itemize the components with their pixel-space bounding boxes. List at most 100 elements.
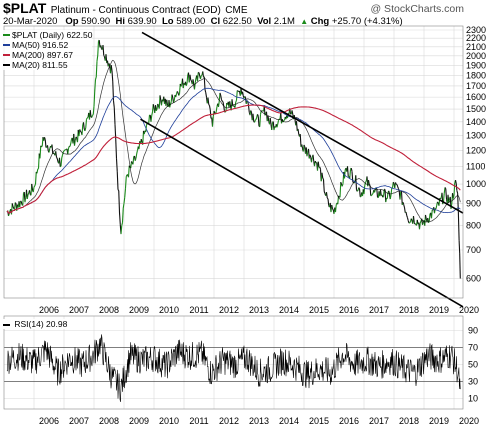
price-bar bbox=[207, 97, 210, 105]
price-bar bbox=[371, 193, 374, 195]
price-bar bbox=[92, 106, 95, 115]
rsi-legend-label: RSI(14) 20.98 bbox=[14, 319, 68, 329]
hi-value: 639.90 bbox=[127, 16, 157, 27]
price-bar bbox=[365, 180, 367, 183]
price-bar bbox=[299, 134, 302, 147]
price-bar bbox=[213, 110, 216, 114]
price-bar bbox=[44, 139, 47, 148]
rsi-x-tick-label: 2013 bbox=[249, 416, 269, 426]
rsi-panel-frame bbox=[3, 315, 464, 410]
rsi-tick-label: 70 bbox=[468, 343, 478, 353]
price-x-tick-label: 2018 bbox=[399, 305, 419, 315]
rsi-x-tick-label: 2006 bbox=[39, 416, 59, 426]
rsi-legend: RSI(14) 20.98 bbox=[3, 319, 68, 329]
price-bar bbox=[105, 54, 108, 64]
price-bar bbox=[118, 212, 121, 225]
rsi-x-tick-label: 2007 bbox=[69, 416, 89, 426]
legend-ma50-swatch bbox=[3, 44, 10, 46]
price-bar bbox=[152, 104, 155, 108]
price-bar bbox=[314, 160, 317, 164]
ma20-line bbox=[6, 59, 461, 223]
rsi-x-tick-label: 2019 bbox=[429, 416, 449, 426]
price-bar bbox=[81, 124, 84, 136]
price-bar bbox=[409, 221, 411, 224]
price-bar bbox=[148, 115, 151, 123]
rsi-x-tick-label: 2010 bbox=[159, 416, 179, 426]
price-bar bbox=[115, 139, 118, 159]
price-bar bbox=[32, 187, 35, 193]
price-bar bbox=[325, 192, 328, 199]
price-bar bbox=[247, 105, 250, 113]
price-bar bbox=[253, 120, 256, 123]
price-bar bbox=[222, 101, 225, 107]
price-bar bbox=[51, 144, 54, 154]
price-bar bbox=[301, 144, 304, 149]
price-tick-label: 1200 bbox=[466, 145, 486, 155]
price-bar bbox=[67, 148, 70, 155]
price-bar bbox=[169, 101, 172, 105]
price-bar bbox=[291, 110, 294, 115]
price-bar bbox=[69, 143, 72, 147]
price-bar bbox=[132, 156, 135, 165]
price-bar bbox=[113, 107, 116, 125]
price-bar bbox=[151, 111, 154, 116]
price-bar bbox=[194, 77, 197, 83]
price-tick-label: 1900 bbox=[466, 60, 486, 70]
price-bar bbox=[204, 89, 207, 93]
price-bar bbox=[14, 202, 17, 204]
price-bar bbox=[223, 106, 226, 112]
price-bar bbox=[343, 169, 346, 179]
price-bar bbox=[208, 105, 211, 110]
price-bar bbox=[369, 185, 372, 196]
price-tick-label: 2200 bbox=[466, 33, 486, 43]
price-bar bbox=[171, 94, 174, 98]
price-tick-label: 900 bbox=[466, 199, 481, 209]
price-bar bbox=[92, 114, 94, 116]
price-bar bbox=[257, 116, 260, 127]
price-bar bbox=[198, 72, 201, 77]
price-bar bbox=[33, 185, 36, 188]
rsi-line bbox=[6, 334, 461, 402]
price-bar bbox=[254, 119, 257, 121]
price-bar bbox=[172, 100, 175, 103]
price-bar bbox=[37, 168, 39, 170]
price-bar bbox=[70, 139, 73, 144]
price-bar bbox=[277, 120, 280, 125]
price-bar bbox=[234, 101, 237, 108]
rsi-legend-swatch bbox=[3, 323, 10, 326]
price-bar bbox=[41, 145, 43, 148]
price-bar bbox=[418, 223, 421, 230]
price-bar bbox=[452, 195, 455, 199]
price-x-tick-label: 2013 bbox=[249, 305, 269, 315]
price-bar bbox=[75, 136, 78, 139]
upper-trendline bbox=[141, 31, 464, 214]
price-bar bbox=[115, 158, 118, 172]
price-bar bbox=[295, 121, 298, 131]
price-panel-frame bbox=[3, 25, 464, 299]
price-bar bbox=[232, 105, 234, 107]
price-bar bbox=[229, 101, 232, 107]
price-bar bbox=[116, 171, 119, 190]
date: 20-Mar-2020 bbox=[3, 16, 58, 27]
price-bar bbox=[250, 110, 253, 113]
brand-watermark: @ StockCharts.com bbox=[370, 3, 464, 15]
price-bar bbox=[358, 187, 360, 190]
price-tick-label: 1400 bbox=[466, 117, 486, 127]
price-bar bbox=[130, 161, 133, 169]
price-bar bbox=[199, 75, 202, 79]
price-bar bbox=[321, 172, 324, 179]
price-bar bbox=[421, 222, 424, 226]
price-bar bbox=[306, 152, 309, 157]
price-bar bbox=[453, 182, 456, 196]
lo-label: Lo bbox=[161, 16, 174, 27]
price-bar bbox=[252, 113, 255, 122]
price-x-tick-label: 2020 bbox=[459, 305, 479, 315]
price-bar bbox=[326, 197, 329, 200]
price-tick-label: 1600 bbox=[466, 92, 486, 102]
price-bar bbox=[225, 103, 228, 111]
price-x-tick-label: 2014 bbox=[279, 305, 299, 315]
hi-label: Hi bbox=[115, 16, 126, 27]
price-bar bbox=[271, 122, 274, 130]
price-bar bbox=[385, 198, 388, 203]
price-bar bbox=[231, 99, 234, 106]
